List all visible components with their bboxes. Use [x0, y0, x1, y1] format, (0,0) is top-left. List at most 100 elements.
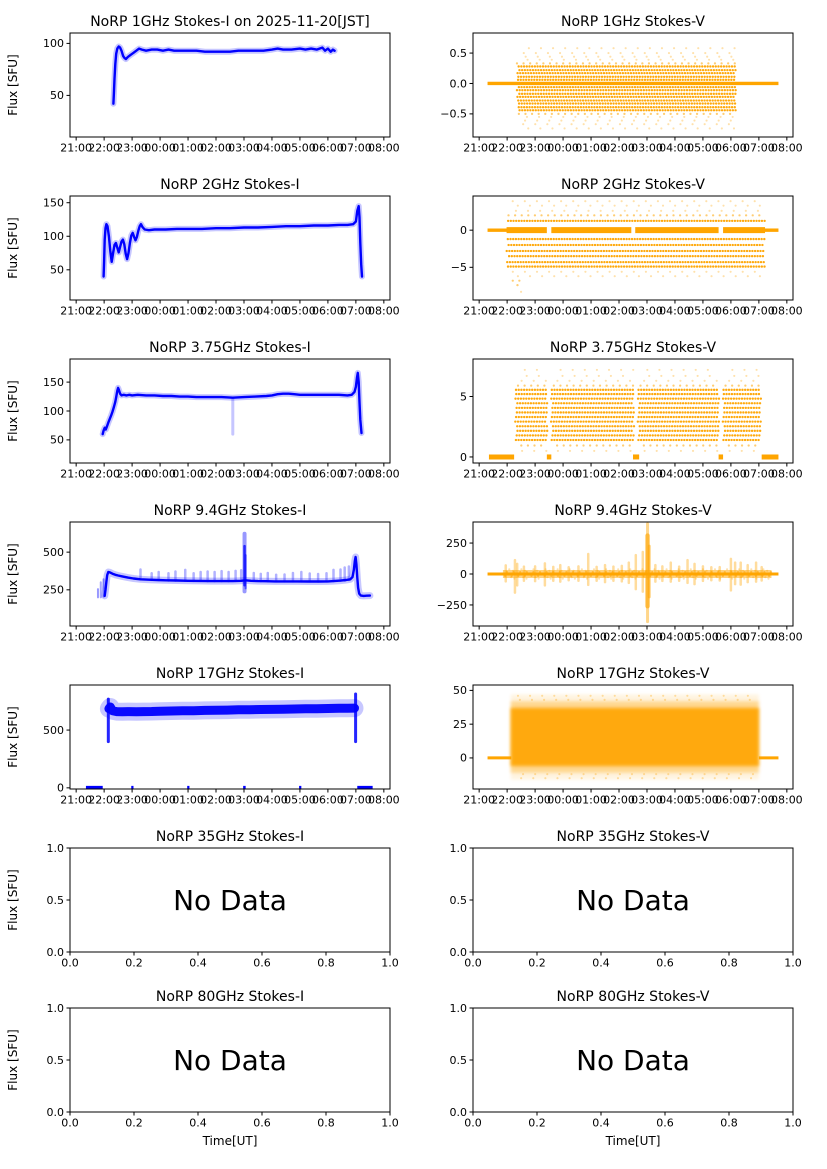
panel-norp-1ghz-stokes-v: NoRP 1GHz Stokes-V −0.5 0.0 0.5 21:0022:0023…	[440, 14, 802, 155]
y-tick-label: 50	[50, 264, 64, 277]
x-tick-label: 21:00	[60, 631, 92, 644]
x-tick-label: 07:00	[340, 468, 372, 481]
x-tick-label: 07:00	[340, 142, 372, 155]
x-tick-label: 08:00	[771, 631, 803, 644]
panel-norp-2ghz-stokes-i: NoRP 2GHz Stokes-I 50 100 150 21:0022:0023:0…	[6, 177, 400, 318]
x-tick-label: 00:00	[547, 305, 579, 318]
x-tick-label: 08:00	[368, 305, 400, 318]
x-tick-label: 03:00	[228, 794, 260, 807]
x-tick-label: 23:00	[519, 305, 551, 318]
x-tick-label: 03:00	[228, 468, 260, 481]
x-tick-label: 01:00	[575, 794, 607, 807]
axes-box	[69, 684, 391, 790]
y-tick-label: 500	[43, 724, 64, 737]
x-tick-label: 0.0	[464, 957, 482, 970]
x-tick-label: 05:00	[284, 142, 316, 155]
x-tick-label: 03:00	[228, 142, 260, 155]
y-tick-label: 250	[446, 537, 467, 550]
y-tick-label: −0.5	[440, 108, 467, 121]
y-tick-label: 1.0	[450, 842, 468, 855]
x-tick-label: 06:00	[715, 142, 747, 155]
x-tick-label: 02:00	[200, 794, 232, 807]
x-tick-label: 00:00	[144, 631, 176, 644]
x-tick-label: 01:00	[172, 142, 204, 155]
x-tick-label: 06:00	[312, 468, 344, 481]
x-tick-label: 0.6	[656, 957, 674, 970]
y-axis-label: Flux [SFU]	[6, 706, 20, 767]
y-tick-label: 100	[43, 230, 64, 243]
x-tick-label: 02:00	[603, 305, 635, 318]
y-tick-label: 0.5	[47, 894, 65, 907]
plot-area-norp-1ghz-stokes-v	[487, 47, 779, 130]
panel-title: NoRP 80GHz Stokes-I	[156, 989, 304, 1005]
y-tick-label: 150	[43, 376, 64, 389]
x-tick-label: 07:00	[743, 305, 775, 318]
y-tick-label: 0.0	[450, 946, 468, 959]
x-tick-label: 05:00	[687, 305, 719, 318]
y-tick-label: 0	[460, 752, 467, 765]
y-tick-label: 0.0	[450, 1106, 468, 1119]
x-tick-label: 07:00	[743, 794, 775, 807]
x-tick-label: 08:00	[368, 631, 400, 644]
series-line	[112, 45, 336, 105]
x-tick-label: 08:00	[368, 468, 400, 481]
x-tick-label: 02:00	[603, 142, 635, 155]
panel-title: NoRP 35GHz Stokes-I	[156, 829, 304, 845]
x-tick-label: 01:00	[575, 631, 607, 644]
panel-norp-17ghz-stokes-i: NoRP 17GHz Stokes-I 0 500 21:0022:0023:0000…	[6, 666, 400, 807]
x-tick-label: 0.0	[61, 957, 79, 970]
x-tick-label: 03:00	[631, 794, 663, 807]
x-tick-label: 01:00	[172, 631, 204, 644]
panel-title: NoRP 1GHz Stokes-V	[561, 14, 705, 30]
plot-area-norp-9.4ghz-stokes-v	[487, 522, 779, 624]
x-tick-label: 01:00	[575, 305, 607, 318]
series-line	[103, 555, 372, 598]
x-tick-label: 00:00	[547, 468, 579, 481]
x-tick-label: 01:00	[172, 305, 204, 318]
x-tick-label: 21:00	[60, 142, 92, 155]
panel-norp-2ghz-stokes-v: NoRP 2GHz Stokes-V −5 0 21:0022:0023:0000:0…	[451, 177, 803, 318]
x-tick-label: 05:00	[687, 142, 719, 155]
x-tick-label: 02:00	[200, 631, 232, 644]
x-tick-label: 00:00	[547, 142, 579, 155]
x-tick-label: 0.0	[61, 1117, 79, 1130]
x-tick-label: 04:00	[659, 794, 691, 807]
no-data-text: No Data	[173, 1044, 287, 1077]
axes-box	[69, 521, 391, 627]
x-tick-label: 0.6	[656, 1117, 674, 1130]
panel-title: NoRP 9.4GHz Stokes-V	[554, 503, 712, 519]
x-tick-label: 0.8	[720, 957, 738, 970]
x-tick-label: 0.8	[720, 1117, 738, 1130]
x-tick-label: 07:00	[340, 631, 372, 644]
x-tick-label: 23:00	[116, 142, 148, 155]
x-tick-label: 0.6	[253, 1117, 271, 1130]
x-tick-label: 07:00	[743, 142, 775, 155]
x-tick-label: 02:00	[200, 468, 232, 481]
y-tick-label: 150	[43, 197, 64, 210]
x-tick-label: 23:00	[116, 468, 148, 481]
plot-area-norp-2ghz-stokes-i	[100, 203, 365, 280]
y-tick-label: 1.0	[47, 1002, 65, 1015]
x-tick-label: 22:00	[88, 468, 120, 481]
x-tick-label: 22:00	[491, 468, 523, 481]
x-tick-label: 23:00	[116, 631, 148, 644]
y-tick-label: 0.5	[450, 1054, 468, 1067]
y-axis-label: Flux [SFU]	[6, 217, 20, 278]
panel-norp-9.4ghz-stokes-i: NoRP 9.4GHz Stokes-I 250 500 21:0022:0023:0…	[6, 503, 400, 644]
x-tick-label: 1.0	[784, 957, 802, 970]
x-tick-label: 08:00	[368, 142, 400, 155]
x-tick-label: 0.4	[189, 1117, 207, 1130]
y-tick-label: 0.5	[47, 1054, 65, 1067]
x-tick-label: 06:00	[715, 468, 747, 481]
y-tick-label: 1.0	[47, 842, 65, 855]
series-line	[102, 204, 364, 278]
y-tick-label: 25	[453, 718, 467, 731]
x-tick-label: 08:00	[771, 468, 803, 481]
x-tick-label: 06:00	[312, 794, 344, 807]
x-tick-label: 08:00	[771, 142, 803, 155]
y-tick-label: 0.0	[450, 77, 468, 90]
x-tick-label: 03:00	[228, 305, 260, 318]
x-tick-label: 23:00	[519, 794, 551, 807]
x-tick-label: 04:00	[256, 794, 288, 807]
